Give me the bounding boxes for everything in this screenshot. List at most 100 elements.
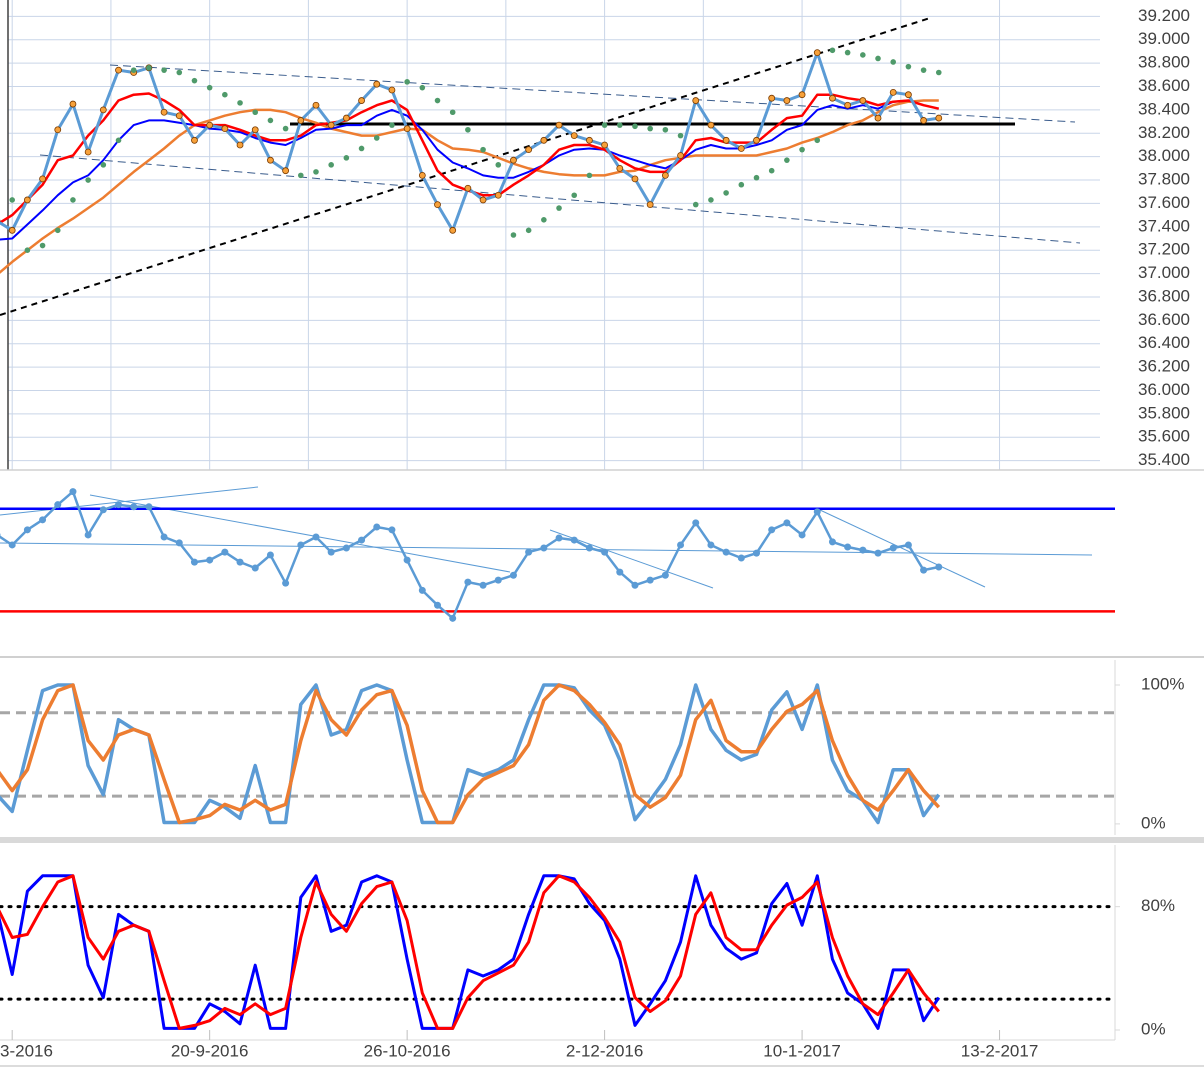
sar-dot [829,47,836,54]
point-marker [282,167,290,175]
x-tick-label: 2-12-2016 [566,1041,644,1060]
point-marker [403,556,411,564]
sar-dot [9,197,15,203]
point-marker [661,571,669,579]
point-marker [418,171,426,179]
y-tick-label: 38.600 [1138,76,1190,95]
point-marker [768,94,776,102]
sar-dot [586,172,593,179]
x-tick-label: 26-10-2016 [364,1041,451,1060]
point-marker [327,121,335,129]
y-tick-label: 37.800 [1138,170,1190,189]
y-tick-label: 35.800 [1138,403,1190,422]
point-marker [707,121,715,129]
point-marker [783,519,791,527]
point-marker [677,541,685,549]
point-marker [449,226,457,234]
sar-dot [161,67,167,73]
sar-dot [844,49,851,56]
y-tick-label: 80% [1141,896,1175,915]
point-marker [829,94,836,102]
point-marker [175,112,183,120]
point-marker [525,548,533,556]
point-marker [692,519,700,527]
sar-dot [723,190,729,196]
point-marker [601,141,608,149]
series-line [0,99,924,241]
point-marker [388,86,396,94]
panel-separator [0,837,1204,843]
point-marker [616,568,624,576]
point-marker [920,117,927,124]
point-marker [722,548,730,556]
point-marker [388,526,396,534]
trend-line [109,64,1076,123]
point-marker [23,526,31,534]
point-marker [8,541,16,549]
point-marker [282,579,290,587]
sar-dot [54,227,61,234]
point-marker [221,125,229,133]
sar-dot [222,91,228,98]
sar-dot [313,169,319,175]
point-marker [115,66,122,74]
sar-dot [692,201,699,208]
point-marker [798,91,806,99]
point-marker [464,578,472,586]
point-marker [874,549,882,557]
point-marker [373,80,381,88]
sar-dot [465,126,471,133]
point-marker [115,501,123,509]
point-marker [39,175,46,183]
sar-dot [100,162,107,168]
point-marker [342,544,350,552]
y-tick-label: 36.000 [1138,380,1190,399]
series-line [0,874,941,1030]
point-marker [555,534,563,542]
point-marker [859,97,867,104]
point-marker [540,136,548,144]
x-tick-label: 13-2-2017 [961,1041,1039,1060]
sar-dot [784,157,790,163]
sar-dot [495,162,502,168]
point-marker [327,548,335,556]
sar-dot [267,117,274,124]
y-tick-label: 38.800 [1138,53,1190,72]
point-marker [236,141,244,149]
sar-dot [571,192,578,199]
point-marker [753,136,760,144]
point-marker [312,101,320,109]
y-tick-label: 39.000 [1138,29,1190,48]
point-marker [905,91,912,99]
y-tick-label: 37.000 [1138,263,1190,282]
series-line [0,99,939,274]
point-marker [874,114,882,122]
sar-dot [510,232,517,238]
point-marker [722,136,730,144]
sar-dot [434,97,441,104]
point-marker [0,533,1,537]
trend-line [0,486,259,516]
sar-dot [799,146,805,153]
y-tick-label: 36.600 [1138,310,1190,329]
point-marker [813,508,821,516]
y-tick-label: 0% [1141,1019,1166,1038]
y-tick-label: 35.400 [1138,450,1190,469]
sar-dot [738,181,745,188]
point-marker [449,614,457,622]
y-tick-label: 100% [1141,674,1184,693]
point-marker [403,125,411,133]
point-marker [358,536,366,544]
point-marker [920,566,928,574]
sar-dot [632,123,638,130]
point-marker [145,503,153,511]
y-tick-label: 38.000 [1138,146,1190,165]
trend-line [39,154,1081,244]
sar-dot [708,197,714,203]
x-tick-label: 10-1-2017 [763,1041,841,1060]
point-marker [297,117,305,124]
point-marker [935,114,943,122]
point-marker [859,546,867,554]
point-marker [570,536,578,544]
